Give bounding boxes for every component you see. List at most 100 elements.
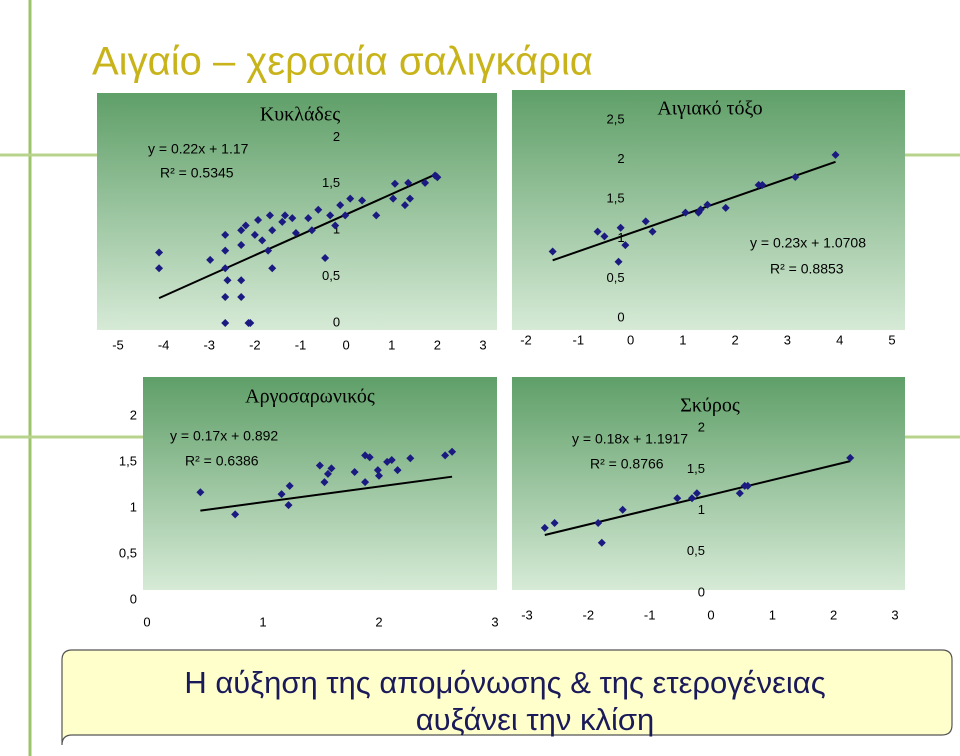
data-point [223,276,232,285]
data-point [323,469,332,478]
data-point [365,453,374,462]
data-point [221,264,230,273]
data-point [406,194,414,203]
data-point [304,214,313,223]
scroll-banner [61,649,953,746]
x-tick-label: 3 [784,332,791,347]
data-point [221,246,230,255]
data-point [155,264,164,273]
data-point [743,481,752,490]
data-point [254,215,263,224]
data-point [389,194,398,203]
slide-title: Αιγαίο – χερσαία σαλιγκάρια [92,40,593,84]
data-point [621,241,630,250]
data-point [315,461,324,470]
x-tick-label: -3 [203,337,215,352]
x-tick-label: -4 [158,337,170,352]
data-point [265,211,274,220]
data-point [250,230,259,239]
y-tick-label: 0,5 [119,545,137,560]
data-point [221,230,230,239]
trendline [552,160,836,262]
data-point [703,200,712,209]
data-point [221,293,230,302]
y-tick-label: 0,5 [687,543,705,558]
data-point [597,538,606,547]
data-point [358,196,367,205]
x-tick-label: 4 [836,332,843,347]
data-point [346,194,355,203]
data-point [593,227,602,236]
data-point [331,221,340,230]
chart-title: Αιγιακό τόξο [657,98,762,120]
data-point [404,178,413,187]
data-point [320,478,329,487]
data-point [264,246,273,255]
data-point [321,254,330,263]
y-tick-label: 0 [698,584,705,599]
data-point [721,203,730,212]
data-point [421,178,430,187]
data-point [614,257,623,266]
data-point [448,447,457,456]
data-point [641,217,650,226]
data-point [307,226,316,235]
x-tick-label: 1 [769,607,776,622]
chart-title: Αργοσαρωνικός [245,386,375,408]
y-tick-label: 2 [333,129,340,144]
data-point [280,211,289,220]
data-point [241,221,250,230]
data-point [268,226,277,235]
data-point [258,236,267,245]
y-tick-label: 1,5 [606,191,624,206]
y-tick-label: 0,5 [606,270,624,285]
data-point [831,150,840,159]
data-point [846,453,855,462]
trend-equation: y = 0.17x + 0.892 [170,428,278,444]
data-point [326,211,335,220]
trend-r-squared: R² = 0.6386 [185,453,259,469]
data-point [314,205,323,214]
data-point [285,481,294,490]
y-tick-label: 0 [333,314,340,329]
x-tick-label: -2 [520,332,532,347]
data-point [406,454,415,463]
data-point [540,523,549,532]
trend-equation: y = 0.23x + 1.0708 [750,235,866,251]
y-tick-label: 1 [130,499,137,514]
data-point [735,489,744,498]
data-point [673,494,682,503]
data-point [791,173,800,182]
y-tick-label: 2,5 [606,111,624,126]
data-point [291,228,300,237]
caption-line: Η αύξηση της απομόνωσης & της ετερογένει… [184,665,825,700]
data-point [246,319,255,327]
data-point [268,264,277,273]
x-tick-label: 5 [888,332,895,347]
data-point [341,211,350,220]
data-point [387,456,396,465]
data-point [237,293,246,302]
x-tick-label: -2 [583,607,595,622]
data-point [696,205,705,214]
y-tick-label: 1,5 [322,175,340,190]
x-tick-label: 0 [707,607,714,622]
x-tick-label: 1 [259,614,266,629]
y-tick-label: 2 [617,151,624,166]
x-tick-label: 3 [891,607,898,622]
data-point [237,276,246,285]
x-tick-label: 0 [627,332,634,347]
x-tick-label: 2 [830,607,837,622]
x-tick-label: 1 [388,337,395,352]
plot-area [512,90,905,330]
y-tick-label: 0,5 [322,268,340,283]
y-tick-label: 1,5 [119,453,137,468]
data-point [327,464,336,473]
x-tick-label: 0 [143,614,150,629]
plot-area [97,93,497,330]
data-point [441,451,450,460]
data-point [277,490,286,499]
data-point [361,478,370,487]
caption-line: αυξάνει την κλίση [416,702,655,737]
